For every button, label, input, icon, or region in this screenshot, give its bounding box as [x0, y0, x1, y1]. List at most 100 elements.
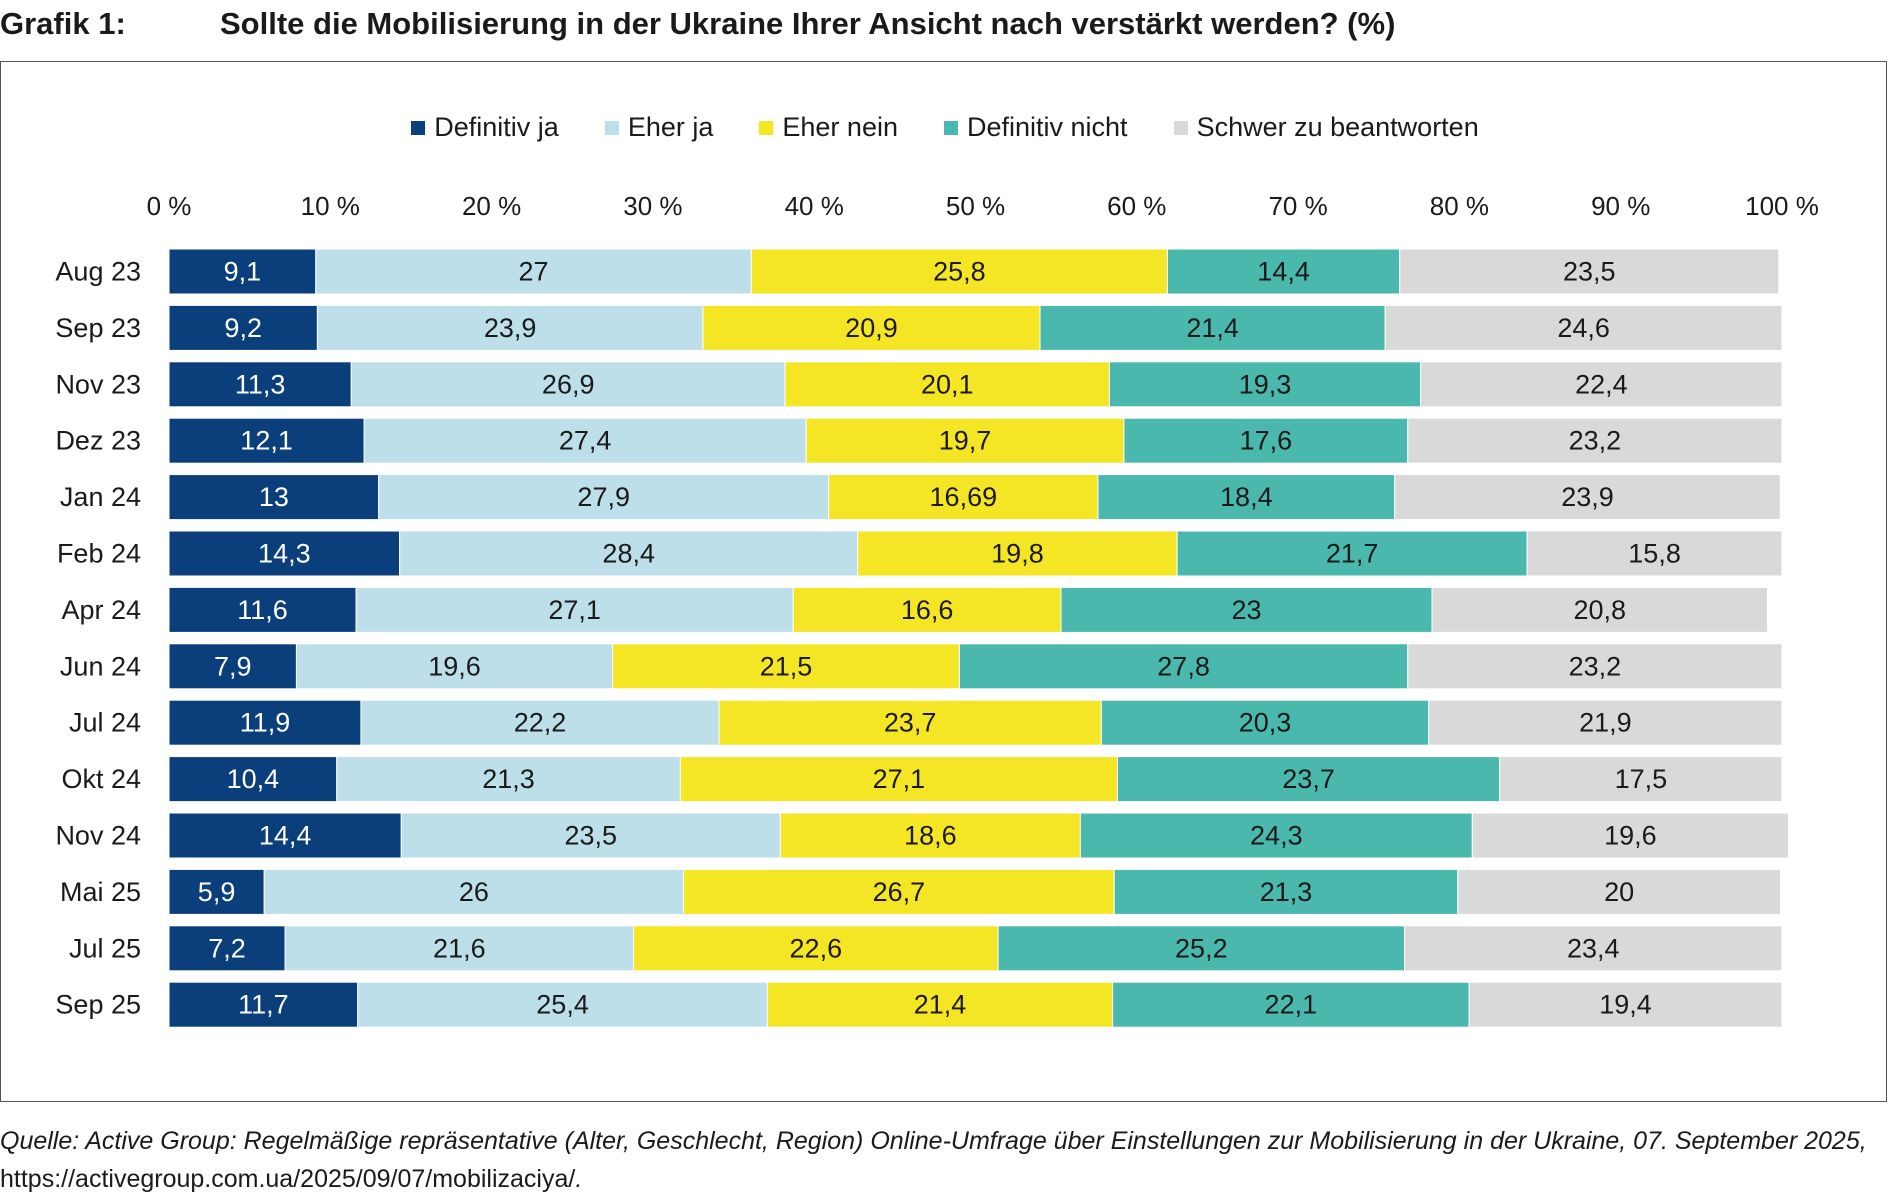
bar-data-label: 12,1	[240, 426, 293, 456]
bar-segment	[1407, 643, 1783, 690]
bar-segment	[168, 868, 265, 915]
bar-segment	[315, 248, 752, 295]
bar-data-label: 20,3	[1239, 708, 1292, 738]
legend-swatch	[1173, 120, 1188, 135]
bar-segment	[378, 474, 830, 521]
bar-segment	[1060, 586, 1433, 633]
y-category-label: Dez 23	[55, 426, 141, 456]
bar-data-label: 27,1	[873, 764, 926, 794]
bar-data-label: 19,4	[1599, 990, 1652, 1020]
bar-segment	[1123, 417, 1409, 464]
bar-segment	[360, 699, 720, 746]
bar-data-label: 24,3	[1250, 821, 1303, 851]
bar-data-label: 13	[259, 482, 289, 512]
bar-segment	[363, 417, 807, 464]
x-tick-label: 40 %	[785, 191, 844, 221]
bar-data-label: 20,8	[1573, 595, 1626, 625]
bar-data-label: 28,4	[602, 539, 655, 569]
legend-label: Definitiv ja	[434, 112, 559, 142]
bar-segment	[336, 756, 681, 803]
bar-data-label: 23,2	[1569, 426, 1622, 456]
chart-header: Grafik 1: Sollte die Mobilisierung in de…	[0, 6, 1890, 50]
bar-segment	[679, 756, 1118, 803]
bar-data-label: 21,5	[760, 651, 813, 681]
legend-swatch	[411, 120, 426, 135]
y-category-label: Jun 24	[60, 651, 141, 681]
bar-segment	[1112, 981, 1470, 1028]
bar-segment	[805, 417, 1125, 464]
bar-segment	[399, 530, 859, 577]
x-tick-label: 70 %	[1268, 191, 1327, 221]
bar-data-label: 21,4	[914, 990, 967, 1020]
x-tick-label: 10 %	[301, 191, 360, 221]
bar-segment	[295, 643, 614, 690]
bar-segment	[958, 643, 1409, 690]
bar-data-label: 23	[1231, 595, 1261, 625]
bar-segment	[1407, 417, 1783, 464]
bar-data-label: 14,3	[258, 539, 311, 569]
x-tick-label: 0 %	[147, 191, 192, 221]
bar-data-label: 10,4	[227, 764, 280, 794]
bar-segment	[1431, 586, 1768, 633]
bar-data-label: 18,6	[904, 821, 957, 851]
bar-data-label: 14,4	[1257, 257, 1310, 287]
chart-frame	[0, 61, 1887, 1102]
bar-data-label: 17,5	[1615, 764, 1668, 794]
bar-data-label: 21,3	[482, 764, 535, 794]
y-category-label: Sep 25	[55, 990, 141, 1020]
bar-segment	[633, 925, 999, 972]
bar-data-label: 11,3	[235, 369, 286, 399]
bar-data-label: 18,4	[1220, 482, 1273, 512]
legend-swatch	[943, 120, 958, 135]
y-category-label: Apr 24	[61, 595, 141, 625]
bar-segment	[168, 812, 402, 859]
y-category-label: Okt 24	[61, 764, 141, 794]
y-category-label: Jul 24	[69, 708, 141, 738]
bar-data-label: 23,5	[565, 821, 618, 851]
bar-data-label: 11,6	[237, 595, 288, 625]
y-category-label: Sep 23	[55, 313, 141, 343]
source-link[interactable]: https://activegroup.com.ua/2025/09/07/mo…	[0, 1165, 576, 1193]
bar-segment	[1420, 361, 1783, 408]
bar-segment	[168, 304, 318, 351]
legend-swatch	[604, 120, 619, 135]
bar-segment	[1384, 304, 1783, 351]
bar-data-label: 19,3	[1239, 369, 1292, 399]
legend-item-3: Definitiv nicht	[943, 112, 1128, 143]
bar-segment	[168, 981, 359, 1028]
x-tick-label: 30 %	[623, 191, 682, 221]
bar-segment	[766, 981, 1114, 1028]
bar-data-label: 7,9	[214, 651, 252, 681]
source-note: Quelle: Active Group: Regelmäßige repräs…	[0, 1122, 1885, 1198]
bar-segment	[1499, 756, 1783, 803]
bar-segment	[168, 530, 401, 577]
source-text: Quelle: Active Group: Regelmäßige repräs…	[0, 1127, 1867, 1155]
bar-segment	[857, 530, 1178, 577]
x-tick-label: 50 %	[946, 191, 1005, 221]
bar-segment	[168, 361, 352, 408]
legend-item-2: Eher nein	[759, 112, 898, 143]
y-category-label: Nov 23	[55, 369, 141, 399]
x-tick-label: 80 %	[1430, 191, 1489, 221]
bar-data-label: 26	[459, 877, 489, 907]
bar-data-label: 7,2	[208, 933, 246, 963]
bar-segment	[168, 699, 362, 746]
bar-data-label: 20,1	[921, 369, 974, 399]
bar-data-label: 26,9	[542, 369, 595, 399]
bar-segment	[828, 474, 1099, 521]
bar-segment	[1428, 699, 1783, 746]
bar-data-label: 19,6	[1604, 821, 1657, 851]
bar-data-label: 21,4	[1186, 313, 1239, 343]
y-category-label: Aug 23	[55, 257, 141, 287]
y-category-label: Mai 25	[60, 877, 141, 907]
bar-data-label: 23,2	[1569, 651, 1622, 681]
bar-data-label: 21,9	[1579, 708, 1632, 738]
bar-data-label: 23,4	[1567, 933, 1620, 963]
bar-segment	[1166, 248, 1401, 295]
bar-segment	[702, 304, 1041, 351]
bar-segment	[1399, 248, 1780, 295]
bar-data-label: 22,2	[514, 708, 567, 738]
bar-data-label: 16,6	[901, 595, 954, 625]
bar-segment	[263, 868, 685, 915]
bar-data-label: 19,7	[939, 426, 992, 456]
